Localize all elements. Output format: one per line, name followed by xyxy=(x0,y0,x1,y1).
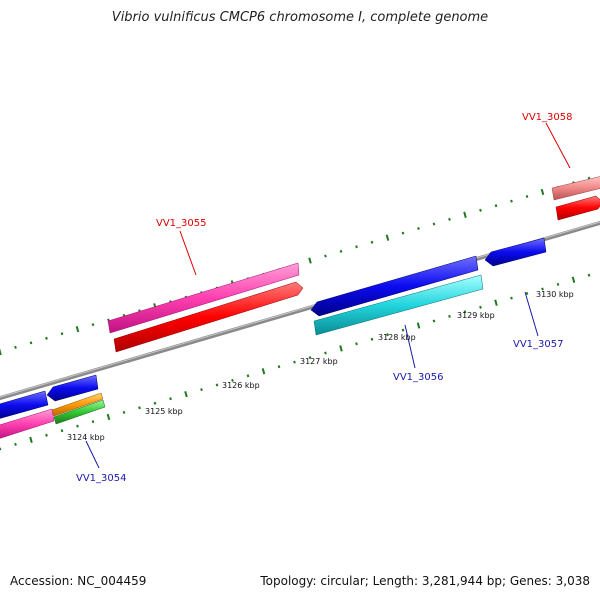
scale-tick xyxy=(355,342,358,346)
scale-tick xyxy=(169,397,172,401)
scale-tick xyxy=(29,436,33,443)
gene-vv1-3054-cds-2[interactable] xyxy=(46,374,99,402)
scale-tick xyxy=(45,433,48,437)
gene-label-vv1-3054[interactable]: VV1_3054 xyxy=(76,473,127,484)
scale-tick xyxy=(510,296,513,300)
scale-label-3128: 3128 kbp xyxy=(378,333,416,342)
scale-tick xyxy=(432,222,436,226)
gene-label-vv1-3055[interactable]: VV1_3055 xyxy=(156,218,207,229)
scale-tick xyxy=(448,217,451,221)
scale-tick xyxy=(60,332,64,336)
scale-tick xyxy=(246,374,250,378)
scale-tick xyxy=(432,319,436,323)
scale-label-3126: 3126 kbp xyxy=(222,381,260,390)
scale-tick xyxy=(231,378,234,382)
scale-tick xyxy=(401,231,405,235)
scale-tick xyxy=(45,336,48,340)
genome-summary-text: Topology: circular; Length: 3,281,944 bp… xyxy=(260,574,590,588)
accession-text: Accession: NC_004459 xyxy=(10,574,147,588)
gene-vv1-3057-cds[interactable] xyxy=(484,237,547,267)
gene-vv1-3056-feature[interactable] xyxy=(313,274,484,336)
scale-tick xyxy=(91,420,95,424)
scale-tick xyxy=(416,322,421,329)
scale-tick xyxy=(200,388,203,392)
scale-tick xyxy=(122,410,126,414)
scale-tick xyxy=(324,254,327,258)
scale-label-3125: 3125 kbp xyxy=(145,407,183,416)
gene-label-vv1-3057[interactable]: VV1_3057 xyxy=(513,339,564,350)
gene-labels: VV1_3055 VV1_3058 VV1_3054 VV1_3056 VV1_… xyxy=(76,112,573,484)
scale-tick xyxy=(91,323,95,327)
scale-tick xyxy=(138,406,141,410)
scale-labels: 3124 kbp 3125 kbp 3126 kbp 3127 kbp 3128… xyxy=(67,290,574,442)
reverse-strand-genes xyxy=(0,237,547,425)
forward-strand-genes xyxy=(0,176,600,439)
scale-tick xyxy=(401,328,405,332)
scale-tick xyxy=(448,314,451,318)
scale-tick xyxy=(293,360,296,364)
gene-left-edge-feature[interactable] xyxy=(0,408,55,439)
scale-tick xyxy=(370,337,374,341)
scale-tick xyxy=(385,234,390,241)
tick-track-outer xyxy=(0,176,591,356)
scale-tick xyxy=(463,211,467,218)
scale-tick xyxy=(386,333,389,337)
backbone xyxy=(0,220,600,401)
scale-tick xyxy=(463,310,467,314)
scale-tick xyxy=(540,188,545,196)
scale-tick xyxy=(215,383,219,387)
scale-tick xyxy=(587,273,591,277)
gene-vv1-3054-cds[interactable] xyxy=(0,390,49,419)
gene-vv1-3056-cds[interactable] xyxy=(310,255,479,317)
scale-label-3127: 3127 kbp xyxy=(300,357,338,366)
gene-vv1-3058-cds[interactable] xyxy=(555,195,600,221)
gene-vv1-3058-feature[interactable] xyxy=(551,176,600,201)
scale-tick xyxy=(308,356,312,360)
scale-tick xyxy=(153,401,157,405)
scale-label-3130: 3130 kbp xyxy=(536,290,574,299)
scale-tick xyxy=(494,204,498,208)
scale-tick xyxy=(261,368,266,375)
gene-vv1-3054-feature-orange[interactable] xyxy=(51,392,104,417)
scale-tick xyxy=(339,345,343,352)
tick-track-inner xyxy=(0,273,591,451)
scale-tick xyxy=(29,341,33,345)
scale-tick xyxy=(510,199,513,203)
scale-label-3124: 3124 kbp xyxy=(67,433,105,442)
scale-tick xyxy=(479,305,482,309)
scale-tick xyxy=(14,345,17,349)
scale-tick xyxy=(355,245,358,249)
scale-tick xyxy=(184,391,188,398)
scale-tick xyxy=(75,326,80,333)
scale-tick xyxy=(324,351,327,355)
scale-tick xyxy=(76,424,79,428)
gene-label-vv1-3056[interactable]: VV1_3056 xyxy=(393,372,444,383)
scale-label-3129: 3129 kbp xyxy=(457,311,495,320)
gene-vv1-3055-feature[interactable] xyxy=(107,262,300,334)
scale-tick xyxy=(571,276,576,283)
scale-tick xyxy=(556,282,560,286)
scale-tick xyxy=(106,413,111,421)
scale-tick xyxy=(541,287,544,291)
scale-tick xyxy=(525,291,529,296)
scale-tick xyxy=(0,348,2,356)
leader-lines xyxy=(85,122,571,469)
gene-vv1-3055-cds[interactable] xyxy=(113,281,304,353)
map-title: Vibrio vulnificus CMCP6 chromosome I, co… xyxy=(111,10,489,25)
scale-tick xyxy=(339,249,343,253)
scale-tick xyxy=(479,208,482,212)
scale-tick xyxy=(417,226,420,231)
scale-tick xyxy=(277,365,281,369)
gene-vv1-3054-feature-green[interactable] xyxy=(53,399,106,425)
scale-tick xyxy=(60,429,64,433)
scale-tick xyxy=(14,442,17,446)
scale-tick xyxy=(494,299,498,306)
scale-tick xyxy=(525,194,529,199)
scale-tick xyxy=(308,257,312,264)
scale-tick xyxy=(370,240,374,244)
gene-label-vv1-3058[interactable]: VV1_3058 xyxy=(522,112,573,123)
